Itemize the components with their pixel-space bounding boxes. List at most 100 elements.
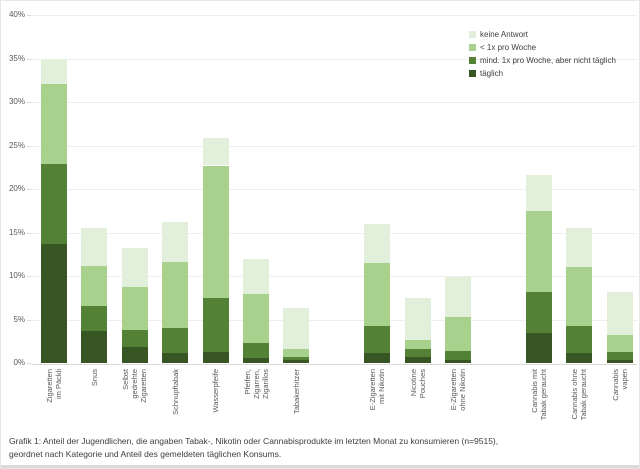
- bottom-border: [1, 465, 639, 468]
- y-axis-tick: [27, 15, 31, 16]
- bar-segment: [606, 351, 633, 360]
- gridline: [31, 276, 637, 277]
- bar-segment: [404, 340, 431, 350]
- y-axis-tick: [27, 58, 31, 60]
- legend-swatch-mind-1x-icon: [469, 57, 476, 64]
- x-axis-category-label: Cannabis vapen: [610, 369, 629, 401]
- x-axis-category-label: Tabakerhitzer: [291, 369, 301, 415]
- gridline: [31, 58, 637, 60]
- legend-item-lt-1x-pro-woche: < 1x pro Woche: [469, 41, 616, 54]
- legend-item-keine-antwort: keine Antwort: [469, 28, 616, 41]
- bar-segment: [404, 297, 431, 341]
- figure-caption-line1: Grafik 1: Anteil der Jugendlichen, die a…: [9, 436, 499, 446]
- x-axis-category-label: Snus: [89, 369, 99, 387]
- bar-segment: [283, 349, 310, 357]
- bar-segment: [121, 287, 148, 330]
- gridline: [31, 102, 637, 103]
- bar-segment: [445, 350, 471, 361]
- bar-segment: [243, 294, 269, 343]
- y-axis-tick: [27, 189, 31, 190]
- figure-caption-line2: geordnet nach Kategorie und Anteil des g…: [9, 449, 282, 459]
- x-axis-category-label: Pfeifen, Zigarren, Zigarillos: [242, 369, 270, 400]
- x-axis-line: [31, 364, 637, 365]
- x-axis-category-label: E-Zigaretten mit Nikotin: [368, 369, 387, 411]
- bar-segment: [243, 357, 269, 363]
- gridline: [31, 232, 637, 234]
- legend-item-taeglich: täglich: [469, 67, 616, 80]
- bar-segment: [525, 175, 552, 211]
- legend-swatch-lt-1x-icon: [469, 44, 476, 51]
- gridline: [31, 189, 637, 190]
- bar-segment: [41, 83, 67, 164]
- bar-segment: [404, 356, 431, 363]
- gridline: [31, 15, 637, 16]
- legend-label: keine Antwort: [480, 30, 529, 39]
- bar-segment: [606, 291, 633, 336]
- bar-segment: [162, 352, 189, 363]
- bar-segment: [162, 328, 189, 353]
- legend-label: mind. 1x pro Woche, aber nicht täglich: [480, 56, 616, 65]
- bar-segment: [606, 359, 633, 363]
- bar-segment: [445, 316, 471, 351]
- legend-label: < 1x pro Woche: [480, 43, 537, 52]
- bar-segment: [445, 360, 471, 363]
- bar-segment: [566, 325, 593, 353]
- bar-segment: [525, 210, 552, 292]
- x-axis-category-label: Wasserpfeife: [211, 369, 221, 413]
- bar-segment: [81, 306, 108, 331]
- bar-segment: [364, 223, 391, 263]
- y-axis-tick-label: 20%: [8, 184, 25, 193]
- y-axis-tick-label: 10%: [8, 271, 25, 280]
- x-axis-category-label: Cannabis mit Tabak geraucht: [529, 369, 548, 421]
- bar-segment: [81, 265, 108, 307]
- bar-segment: [162, 262, 189, 329]
- bar-segment: [364, 262, 391, 327]
- y-axis-tick-label: 25%: [8, 140, 25, 150]
- gridline: [31, 319, 637, 321]
- bar-segment: [283, 308, 310, 350]
- y-axis-tick-label: 15%: [8, 227, 25, 237]
- bar-segment: [41, 243, 67, 363]
- bar-segment: [41, 163, 67, 244]
- legend: keine Antwort < 1x pro Woche mind. 1x pr…: [469, 28, 616, 80]
- legend-swatch-taeglich-icon: [469, 70, 476, 77]
- bar-segment: [404, 349, 431, 357]
- y-axis-tick-label: 35%: [8, 53, 25, 63]
- gridline: [31, 145, 637, 147]
- bar-segment: [364, 326, 391, 354]
- bar-segment: [283, 356, 310, 361]
- bar-segment: [121, 347, 148, 363]
- bar-segment: [81, 330, 108, 363]
- bar-segment: [202, 297, 229, 352]
- x-axis-category-label: Schnupftabak: [170, 369, 180, 415]
- bar-segment: [121, 248, 148, 288]
- y-axis-tick: [27, 232, 31, 234]
- x-axis-category-label: Nicotine Pouches: [408, 369, 427, 399]
- legend-swatch-keine-antwort-icon: [469, 31, 476, 38]
- bar-segment: [606, 335, 633, 352]
- bar-segment: [41, 58, 67, 84]
- bar-segment: [202, 137, 229, 166]
- x-axis-category-label: E-Zigaretten ohne Nikotin: [449, 369, 467, 411]
- bar-segment: [283, 360, 310, 363]
- bar-segment: [566, 228, 593, 268]
- x-axis-category-label: Selbst gedrehte Zigaretten: [121, 369, 149, 403]
- bar-segment: [243, 259, 269, 295]
- legend-item-mind-1x-pro-woche: mind. 1x pro Woche, aber nicht täglich: [469, 54, 616, 67]
- y-axis-tick-label: 5%: [13, 314, 25, 324]
- bar-segment: [243, 342, 269, 358]
- y-axis-tick: [27, 363, 31, 364]
- y-axis-tick-label: 30%: [8, 97, 25, 106]
- bar-segment: [525, 291, 552, 334]
- y-axis-tick: [27, 102, 31, 103]
- bar-segment: [162, 222, 189, 263]
- bar-segment: [566, 267, 593, 326]
- x-axis-category-label: Cannabis ohne Tabak geraucht: [570, 369, 589, 421]
- bar-segment: [525, 333, 552, 363]
- legend-label: täglich: [480, 69, 504, 78]
- y-axis-tick: [27, 276, 31, 277]
- y-axis-tick-label: 0%: [13, 358, 25, 367]
- x-axis-category-label: Zigaretten im Päckli: [45, 369, 63, 403]
- y-axis-tick: [27, 145, 31, 147]
- bar-segment: [566, 352, 593, 363]
